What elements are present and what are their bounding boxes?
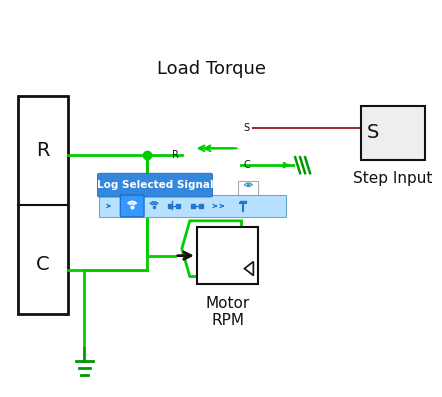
FancyBboxPatch shape: [239, 181, 259, 199]
Text: Motor
RPM: Motor RPM: [206, 296, 250, 328]
Text: R: R: [36, 141, 50, 160]
FancyBboxPatch shape: [361, 106, 425, 160]
Polygon shape: [244, 262, 253, 276]
Text: C: C: [244, 160, 250, 170]
FancyBboxPatch shape: [97, 173, 213, 197]
Text: R: R: [172, 150, 179, 160]
Text: S: S: [244, 123, 250, 133]
Text: S: S: [367, 123, 379, 143]
FancyBboxPatch shape: [197, 227, 259, 285]
Polygon shape: [182, 221, 241, 276]
FancyBboxPatch shape: [18, 96, 68, 314]
Text: C: C: [36, 255, 50, 274]
Text: Step Input: Step Input: [353, 171, 433, 186]
Text: Load Torque: Load Torque: [157, 60, 266, 78]
Text: Log Selected Signal: Log Selected Signal: [97, 180, 213, 190]
FancyBboxPatch shape: [99, 195, 286, 217]
FancyBboxPatch shape: [120, 195, 144, 217]
